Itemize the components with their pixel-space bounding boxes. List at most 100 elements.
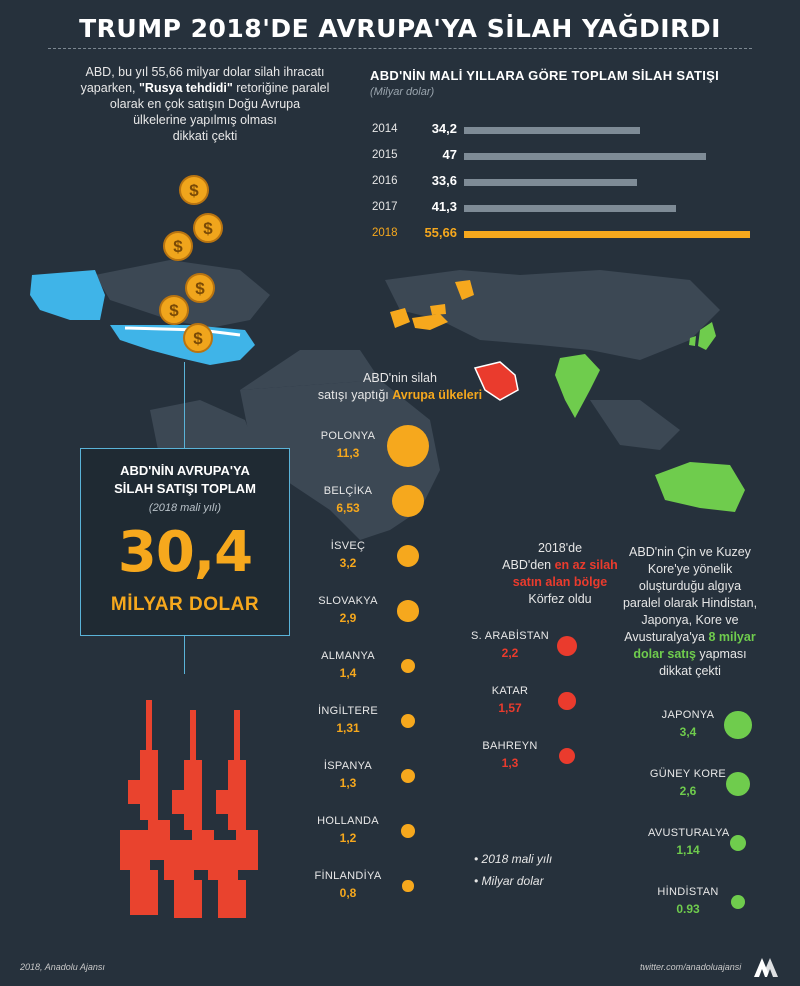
dot-category-label: HİNDİSTAN [657,886,719,898]
intro-line-2: yaparken, "Rusya tehdidi" retoriğine par… [80,81,330,95]
dot-value-label: 0,8 [339,886,357,900]
world-map [30,260,745,540]
dot-category-label: GÜNEY KORE [649,768,727,780]
dot-category-label: FİNLANDİYA [314,870,382,882]
dot-category-label: JAPONYA [661,709,715,721]
rifle-icon [208,710,258,918]
value-dot [400,658,416,674]
dot-category-label: İSPANYA [323,760,373,772]
title-divider [48,48,752,49]
dot-category-label: BAHREYN [482,740,538,752]
europe-heading-highlight: Avrupa ülkeleri [392,388,483,402]
svg-text:$: $ [189,181,199,200]
bar-year-label: 2015 [372,149,398,161]
dollar-coin-icon: $ [183,323,213,353]
bar [464,127,640,134]
dot-value-label: 2,2 [501,646,519,660]
dot-category-label: HOLLANDA [317,815,379,827]
total-subtitle: (2018 mali yılı) [148,502,222,514]
footer-source: 2018, Anadolu Ajansı [20,962,105,972]
dollar-coin-icon: $ [193,213,223,243]
value-dot [558,692,576,710]
gulf-heading-3: satın alan bölge [512,575,608,589]
bar [464,179,637,186]
dot-category-label: BELÇİKA [323,485,373,497]
value-dot [396,544,420,568]
rifle-icon [164,710,214,918]
note-1: • 2018 mali yılı [474,852,553,866]
dot-category-label: S. ARABİSTAN [471,630,549,642]
dot-category-label: ALMANYA [321,650,375,662]
europe-heading-2: satışı yaptığı Avrupa ülkeleri [317,388,483,402]
asia-heading-6: Avusturalya'ya 8 milyar [624,630,756,644]
connector-line [184,362,185,448]
total-heading-2: SİLAH SATIŞI TOPLAM [114,481,256,496]
dot-category-label: POLONYA [320,430,376,442]
rifles-illustration [120,700,258,918]
asia-heading-3: oluşturduğu algıya [638,579,742,593]
asia-heading-7: dolar satış yapması [633,647,747,661]
value-dot [402,880,414,892]
total-heading-1: ABD'NİN AVRUPA'YA [120,463,250,478]
value-dot [729,834,746,851]
svg-text:$: $ [195,279,205,298]
dot-value-label: 1,31 [336,721,360,735]
svg-text:$: $ [203,219,213,238]
bar-year-label: 2014 [372,123,398,135]
bar-year-label: 2017 [372,201,398,213]
dot-value-label: 3,4 [679,725,697,739]
europe-heading-1: ABD'nin silah [363,371,437,385]
bar-year-label: 2016 [372,175,398,187]
value-dot [725,771,751,797]
value-dot [730,894,746,910]
asia-heading: ABD'nin Çin ve Kuzey Kore'ye yönelik olu… [600,544,780,680]
bar [464,231,750,238]
asia-heading-5: Japonya, Kore ve [641,613,739,627]
note-2: • Milyar dolar [474,874,544,888]
value-dot [397,600,419,622]
dot-value-label: 11,3 [336,446,360,460]
dot-value-label: 1,57 [498,701,522,715]
dot-value-label: 3,2 [339,556,357,570]
asia-heading-2: Kore'ye yönelik [647,562,733,576]
intro-bold: "Rusya tehdidi" [138,81,233,95]
intro-line-1: ABD, bu yıl 55,66 milyar dolar silah ihr… [85,65,325,79]
gulf-heading-1: 2018'de [537,541,583,555]
total-value: 30,4 [117,520,253,585]
connector-line [184,634,185,674]
intro-line-5: dikkati çekti [172,129,238,143]
intro-line-3: olarak en çok satışın Doğu Avrupa [109,97,301,111]
dot-value-label: 2,6 [679,784,697,798]
bar [464,205,676,212]
intro-text: ABD, bu yıl 55,66 milyar dolar silah ihr… [60,64,350,144]
dot-category-label: SLOVAKYA [318,595,378,607]
dollar-coin-icon: $ [185,273,215,303]
bar-value-label: 47 [442,147,457,162]
dot-value-label: 1,4 [339,666,357,680]
value-dot [559,748,575,764]
bar [464,153,706,160]
total-box [80,448,290,636]
svg-text:$: $ [193,329,203,348]
dot-value-label: 1,3 [501,756,519,770]
gulf-heading: 2018'de ABD'den en az silah satın alan b… [470,540,650,608]
footer-twitter: twitter.com/anadoluajansi [640,962,742,972]
page-title: TRUMP 2018'DE AVRUPA'YA SİLAH YAĞDIRDI [79,14,721,43]
total-unit: MİLYAR DOLAR [110,594,260,615]
dot-value-label: 2,9 [339,611,357,625]
dot-value-label: 6,53 [336,501,360,515]
dot-value-label: 1,2 [339,831,357,845]
value-dot [400,713,416,729]
value-dot [391,484,425,518]
dollar-coin-icon: $ [163,231,193,261]
bar-value-label: 34,2 [431,121,457,136]
value-dot [556,635,578,657]
asia-heading-4: paralel olarak Hindistan, [622,596,758,610]
dot-value-label: 0.93 [676,902,700,916]
value-dot [401,824,415,838]
dot-category-label: İNGİLTERE [318,705,378,717]
dot-category-label: AVUSTURALYA [648,827,730,839]
bar-value-label: 41,3 [431,199,457,214]
annual-chart-subtitle: (Milyar dolar) [370,86,435,98]
value-dot [724,711,752,739]
